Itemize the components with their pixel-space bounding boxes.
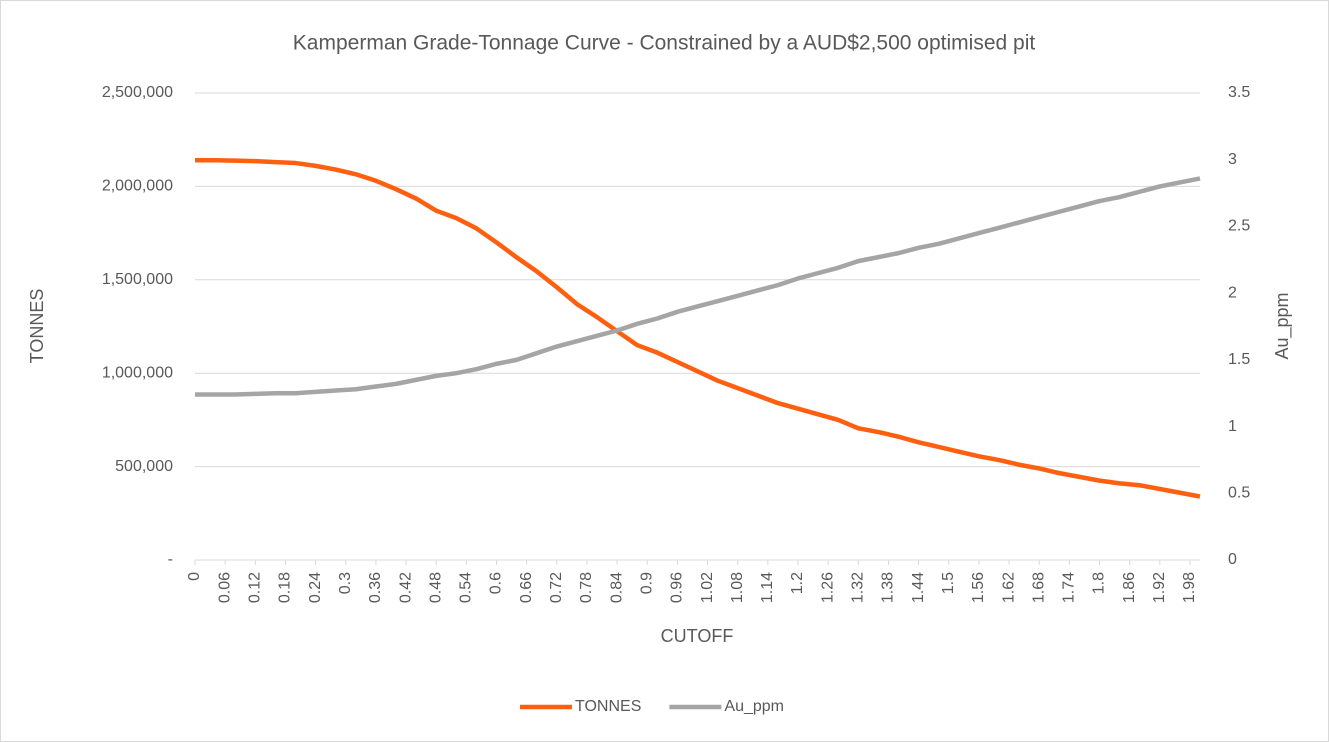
x-tick-label: 1.08 xyxy=(729,572,746,603)
y2-tick-label: 3 xyxy=(1228,151,1237,168)
legend-label: TONNES xyxy=(575,698,641,715)
x-tick-label: 0.36 xyxy=(367,572,384,603)
chart-title: Kamperman Grade-Tonnage Curve - Constrai… xyxy=(293,32,1036,55)
x-tick-label: 1.14 xyxy=(759,572,776,603)
y2-tick-label: 1 xyxy=(1228,418,1237,435)
x-tick-label: 0.96 xyxy=(669,572,686,603)
x-tick-label: 0.72 xyxy=(548,572,565,603)
y2-axis-title: Au_ppm xyxy=(1272,292,1293,359)
y-tick-label: 1,000,000 xyxy=(102,364,173,381)
y-tick-label: 2,000,000 xyxy=(102,178,173,195)
y2-tick-label: 1.5 xyxy=(1228,351,1250,368)
x-tick-label: 1.44 xyxy=(910,572,927,603)
y-tick-label: - xyxy=(168,551,173,568)
y2-tick-label: 0 xyxy=(1228,551,1237,568)
x-tick-label: 0.78 xyxy=(578,572,595,603)
x-tick-label: 1.38 xyxy=(880,572,897,603)
x-tick-label: 1.62 xyxy=(1000,572,1017,603)
series-line xyxy=(195,157,1201,499)
y-tick-label: 500,000 xyxy=(115,458,173,475)
y2-tick-label: 2 xyxy=(1228,284,1237,301)
x-tick-label: 0 xyxy=(186,572,203,581)
x-tick-label: 0.66 xyxy=(518,572,535,603)
x-tick-label: 0.9 xyxy=(638,572,655,594)
legend-label: Au_ppm xyxy=(724,698,784,715)
x-tick-label: 0.54 xyxy=(458,572,475,603)
x-tick-label: 0.18 xyxy=(277,572,294,603)
x-axis-title: CUTOFF xyxy=(661,626,734,646)
x-tick-label: 0.06 xyxy=(216,572,233,603)
y2-tick-label: 2.5 xyxy=(1228,218,1250,235)
x-tick-label: 1.32 xyxy=(850,572,867,603)
x-tick-label: 1.8 xyxy=(1091,572,1108,594)
x-tick-label: 1.56 xyxy=(970,572,987,603)
x-tick-label: 1.92 xyxy=(1151,572,1168,603)
x-tick-label: 1.86 xyxy=(1121,572,1138,603)
x-tick-label: 0.24 xyxy=(307,572,324,603)
x-tick-label: 1.98 xyxy=(1181,572,1198,603)
x-tick-label: 1.74 xyxy=(1061,572,1078,603)
x-tick-label: 1.5 xyxy=(940,572,957,594)
x-tick-label: 1.2 xyxy=(789,572,806,594)
series-line xyxy=(195,176,1201,397)
x-tick-label: 0.3 xyxy=(337,572,354,594)
y-axis-title: TONNES xyxy=(27,289,47,364)
y2-tick-label: 3.5 xyxy=(1228,84,1250,101)
y2-tick-label: 0.5 xyxy=(1228,485,1250,502)
x-tick-label: 1.02 xyxy=(699,572,716,603)
x-tick-label: 0.48 xyxy=(427,572,444,603)
x-tick-label: 1.26 xyxy=(819,572,836,603)
x-tick-label: 0.42 xyxy=(397,572,414,603)
y-tick-label: 2,500,000 xyxy=(102,84,173,101)
x-tick-label: 0.84 xyxy=(608,572,625,603)
x-tick-label: 1.68 xyxy=(1030,572,1047,603)
y-tick-label: 1,500,000 xyxy=(102,271,173,288)
x-tick-label: 0.6 xyxy=(488,572,505,594)
x-tick-label: 0.12 xyxy=(247,572,264,603)
